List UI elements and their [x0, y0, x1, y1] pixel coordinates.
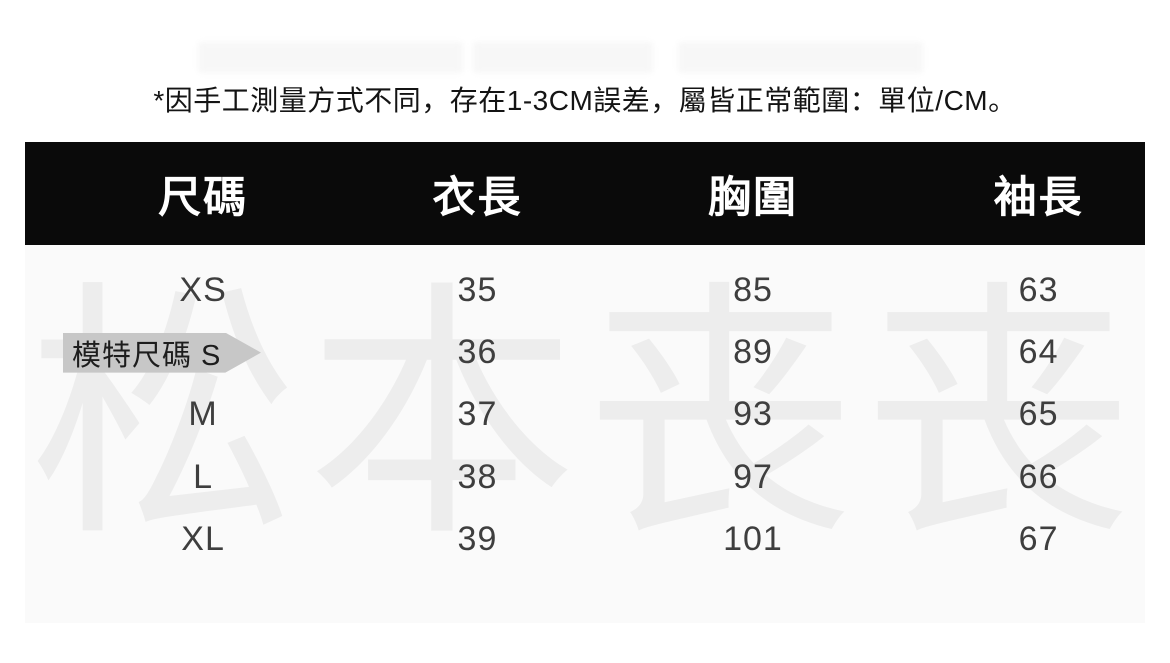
model-size-tag-label: 模特尺碼 S [72, 339, 222, 372]
size-value: XL [181, 520, 225, 559]
column-header-length: 衣長 [432, 173, 523, 222]
sleeve-value: 64 [1018, 333, 1059, 372]
table-row: M 37 93 65 [25, 384, 1145, 446]
table-row: L 38 97 66 [25, 446, 1145, 508]
model-size-tag: 模特尺碼 S [63, 332, 261, 373]
chest-value: 85 [733, 270, 773, 309]
length-value: 39 [457, 520, 498, 559]
faded-artifact [473, 42, 653, 73]
table-header-row: 尺碼 衣長 胸圍 袖長 [25, 142, 1145, 245]
chest-value: 101 [723, 520, 783, 559]
table-row: 36 89 64 模特尺碼 S [25, 321, 1145, 383]
chest-value: 93 [733, 395, 773, 434]
length-value: 36 [457, 333, 498, 372]
size-value: XS [179, 270, 227, 309]
length-value: 35 [457, 270, 498, 309]
length-value: 37 [457, 395, 498, 434]
sleeve-value: 67 [1018, 520, 1059, 559]
table-row: XS 35 85 63 [25, 259, 1145, 321]
column-header-size: 尺碼 [158, 173, 249, 222]
table-body: XS 35 85 63 36 89 64 模特尺碼 S M 37 93 65 L… [25, 245, 1145, 571]
sleeve-value: 66 [1018, 457, 1059, 496]
size-value: L [193, 457, 214, 496]
size-value: M [188, 395, 218, 434]
column-header-chest: 胸圍 [707, 173, 798, 222]
size-table: 松本丧丧 尺碼 衣長 胸圍 袖長 XS 35 85 63 36 89 64 模特… [25, 142, 1145, 623]
sleeve-value: 63 [1018, 270, 1059, 309]
sleeve-value: 65 [1018, 395, 1059, 434]
faded-artifact [198, 42, 463, 73]
column-header-sleeve: 袖長 [993, 173, 1084, 222]
faded-artifact [678, 42, 923, 73]
brand-watermark: 松本丧丧 [29, 266, 1141, 567]
measurement-note: *因手工測量方式不同，存在1-3CM誤差，屬皆正常範圍：單位/CM。 [153, 85, 1017, 116]
length-value: 38 [457, 457, 498, 496]
chest-value: 97 [733, 457, 773, 496]
chest-value: 89 [733, 333, 773, 372]
table-row: XL 39 101 67 [25, 509, 1145, 571]
